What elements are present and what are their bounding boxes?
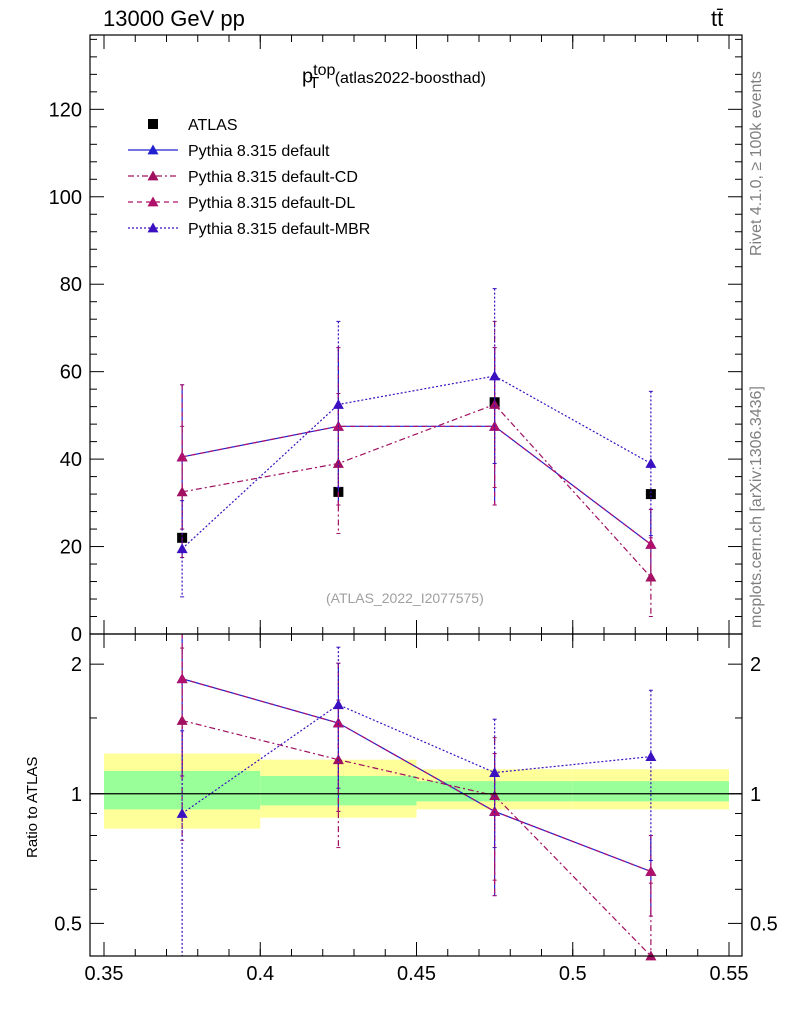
- legend-label: Pythia 8.315 default: [188, 143, 330, 160]
- main-marker: [332, 398, 344, 409]
- analysis-tag: (ATLAS_2022_I2077575): [326, 590, 484, 606]
- legend-marker: [147, 222, 159, 233]
- ratio-marker: [332, 699, 344, 710]
- main-marker: [176, 486, 188, 497]
- axes: 0 20 40 60 80 100 120 0.35 0.4 0.45 0.5 0.55 0.5 0.5 1…: [49, 34, 778, 985]
- final-state-label: tt̄: [711, 6, 724, 31]
- xtick-label: 0.4: [246, 963, 274, 985]
- title-main: p: [302, 65, 314, 88]
- ratio-ytick-label-right: 1: [750, 784, 761, 806]
- main-series-line-1: [182, 425, 652, 545]
- main-series-line-2: [182, 403, 652, 578]
- plot-title: ptopT (atlas2022-boosthad): [302, 62, 486, 93]
- ratio-marker: [176, 673, 188, 684]
- main-marker: [645, 457, 657, 468]
- main-series-line-4: [181, 375, 652, 550]
- rivet-label: Rivet 4.1.0, ≥ 100k events: [748, 71, 765, 256]
- ratio-marker: [645, 751, 657, 761]
- legend-label: ATLAS: [188, 117, 238, 134]
- ratio-marker: [332, 754, 344, 765]
- xtick-label: 0.55: [710, 963, 749, 985]
- ratio-ytick-label: 0.5: [54, 913, 82, 935]
- ratio-marker: [489, 790, 501, 801]
- title-sub: T: [309, 74, 320, 92]
- legend-label: Pythia 8.315 default-CD: [188, 169, 358, 186]
- ratio-marker: [489, 805, 501, 816]
- main-marker: [645, 538, 657, 549]
- ratio-marker: [332, 717, 344, 728]
- ratio-panel-series: [176, 633, 657, 961]
- ratio-ytick-label: 2: [71, 654, 82, 676]
- main-panel-series: [176, 288, 657, 618]
- main-ytick-label: 40: [60, 449, 82, 471]
- ratio-uncertainty-bands: [104, 753, 729, 829]
- ratio-marker: [645, 865, 657, 876]
- main-ytick-label: 100: [49, 187, 82, 209]
- legend: ATLAS Pythia 8.315 default Pythia 8.315 de…: [128, 117, 370, 238]
- source-label: mcplots.cern.ch [arXiv:1306.3436]: [748, 386, 765, 628]
- main-ytick-label: 20: [60, 537, 82, 559]
- main-ytick-label: 80: [60, 274, 82, 296]
- atlas-data-point: [645, 489, 656, 500]
- ratio-marker: [489, 767, 501, 777]
- ratio-marker: [176, 807, 188, 818]
- legend-marker: [147, 196, 159, 207]
- main-marker: [176, 543, 188, 554]
- main-marker: [489, 370, 501, 381]
- ratio-ytick-label-right: 0.5: [750, 913, 778, 935]
- ratio-ylabel: Ratio to ATLAS: [24, 756, 41, 858]
- xtick-label: 0.35: [85, 963, 124, 985]
- main-ytick-label: 60: [60, 362, 82, 384]
- ratio-ytick-label-right: 2: [750, 654, 761, 676]
- main-ytick-label: 0: [71, 624, 82, 646]
- process-label: 13000 GeV pp: [103, 6, 245, 31]
- title-rest: (atlas2022-boosthad): [334, 69, 486, 87]
- main-marker: [176, 451, 188, 462]
- main-ytick-label: 120: [49, 99, 82, 121]
- ratio-ytick-label: 1: [71, 784, 82, 806]
- ratio-series-line-1: [181, 719, 652, 957]
- legend-marker: [147, 144, 159, 155]
- legend-atlas-marker: [148, 119, 158, 129]
- legend-label: Pythia 8.315 default-MBR: [188, 221, 370, 238]
- legend-marker: [147, 170, 159, 181]
- ratio-series-line-2: [181, 678, 652, 873]
- xtick-label: 0.5: [559, 963, 587, 985]
- legend-label: Pythia 8.315 default-DL: [188, 195, 355, 212]
- main-series-line-3: [182, 425, 652, 545]
- xtick-label: 0.45: [397, 963, 436, 985]
